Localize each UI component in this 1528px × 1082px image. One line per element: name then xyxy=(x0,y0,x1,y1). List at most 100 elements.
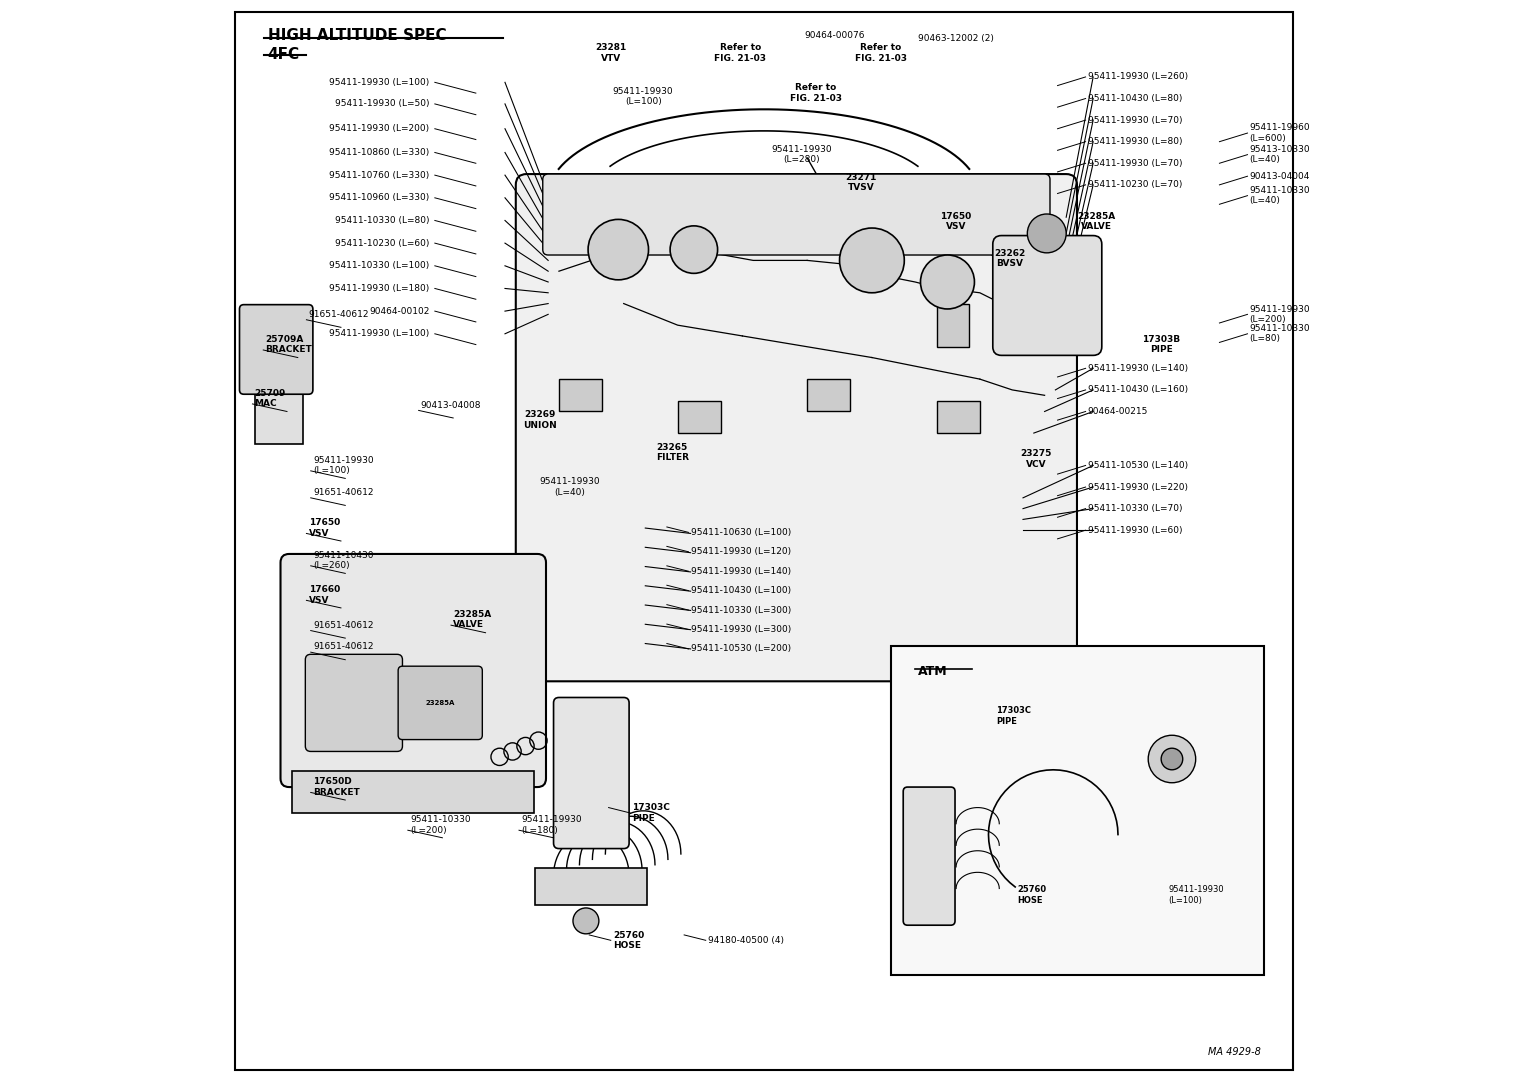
Text: 91651-40612: 91651-40612 xyxy=(313,643,373,651)
Text: 95411-10330 (L=80): 95411-10330 (L=80) xyxy=(335,216,429,225)
Text: 95411-10330
(L=80): 95411-10330 (L=80) xyxy=(1250,325,1311,343)
Text: 95411-19930 (L=70): 95411-19930 (L=70) xyxy=(1088,116,1183,124)
Text: 95411-19930 (L=220): 95411-19930 (L=220) xyxy=(1088,483,1187,491)
Text: 23271
TVSV: 23271 TVSV xyxy=(845,173,877,193)
Text: 94180-40500 (4): 94180-40500 (4) xyxy=(707,936,784,945)
Circle shape xyxy=(839,228,905,293)
Text: 95411-19960
(L=600): 95411-19960 (L=600) xyxy=(1250,123,1311,143)
Text: 23285A: 23285A xyxy=(425,700,455,705)
Text: Refer to
FIG. 21-03: Refer to FIG. 21-03 xyxy=(854,43,906,63)
Text: 23285A
VALVE: 23285A VALVE xyxy=(1077,212,1115,232)
Circle shape xyxy=(573,908,599,934)
Text: 95411-19930 (L=60): 95411-19930 (L=60) xyxy=(1088,526,1183,535)
Text: 95411-19930
(L=180): 95411-19930 (L=180) xyxy=(521,815,582,834)
FancyBboxPatch shape xyxy=(292,770,535,813)
Text: 91651-40612: 91651-40612 xyxy=(313,488,373,497)
Text: 95411-19930 (L=300): 95411-19930 (L=300) xyxy=(691,625,792,634)
Text: Refer to
FIG. 21-03: Refer to FIG. 21-03 xyxy=(790,83,842,103)
FancyBboxPatch shape xyxy=(535,868,648,905)
Bar xyxy=(891,646,1264,975)
Text: 90464-00102: 90464-00102 xyxy=(370,306,429,316)
Text: 95411-19930 (L=100): 95411-19930 (L=100) xyxy=(329,329,429,339)
Text: 23265
FILTER: 23265 FILTER xyxy=(656,443,689,462)
Text: 17303C
PIPE: 17303C PIPE xyxy=(633,803,671,822)
Text: 90464-00076: 90464-00076 xyxy=(804,31,865,40)
Bar xyxy=(559,379,602,411)
Text: 95411-19930
(L=200): 95411-19930 (L=200) xyxy=(1250,305,1311,325)
Text: 95411-10430 (L=160): 95411-10430 (L=160) xyxy=(1088,385,1187,395)
Text: 95411-10760 (L=330): 95411-10760 (L=330) xyxy=(329,171,429,180)
Text: 95411-19930
(L=100): 95411-19930 (L=100) xyxy=(313,456,373,475)
Text: 95411-10530 (L=140): 95411-10530 (L=140) xyxy=(1088,461,1187,470)
Text: 95411-19930 (L=200): 95411-19930 (L=200) xyxy=(330,124,429,133)
Text: 17303C
PIPE: 17303C PIPE xyxy=(996,707,1031,726)
Text: 95411-19930 (L=100): 95411-19930 (L=100) xyxy=(329,78,429,87)
Text: 23285A
VALVE: 23285A VALVE xyxy=(454,610,492,630)
Text: 23262
BVSV: 23262 BVSV xyxy=(995,249,1025,268)
Bar xyxy=(255,379,303,444)
Circle shape xyxy=(588,220,648,280)
Text: 25709
MAC: 25709 MAC xyxy=(255,388,286,408)
Text: 90463-12002 (2): 90463-12002 (2) xyxy=(918,34,995,42)
Text: 95411-19930 (L=140): 95411-19930 (L=140) xyxy=(1088,364,1187,373)
Bar xyxy=(937,304,969,346)
Circle shape xyxy=(1027,214,1067,253)
Text: HIGH ALTITUDE SPEC: HIGH ALTITUDE SPEC xyxy=(267,28,446,43)
Text: 95411-10960 (L=330): 95411-10960 (L=330) xyxy=(329,194,429,202)
Text: 90464-00215: 90464-00215 xyxy=(1088,407,1148,415)
Text: 17650
VSV: 17650 VSV xyxy=(309,518,339,538)
Text: 95411-19930 (L=120): 95411-19930 (L=120) xyxy=(691,547,790,556)
Text: 25709A
BRACKET: 25709A BRACKET xyxy=(266,335,312,354)
Text: 95411-10430
(L=260): 95411-10430 (L=260) xyxy=(313,551,373,570)
Text: 23275
VCV: 23275 VCV xyxy=(1021,449,1051,469)
Text: 95411-10230 (L=60): 95411-10230 (L=60) xyxy=(335,239,429,248)
Text: 91651-40612: 91651-40612 xyxy=(309,309,370,319)
Text: ATM: ATM xyxy=(918,665,947,678)
Circle shape xyxy=(920,255,975,309)
Text: 95411-19930
(L=280): 95411-19930 (L=280) xyxy=(772,145,833,164)
Text: 95411-10860 (L=330): 95411-10860 (L=330) xyxy=(329,148,429,157)
Bar xyxy=(677,400,721,433)
FancyBboxPatch shape xyxy=(399,667,483,740)
Text: 95411-19930 (L=180): 95411-19930 (L=180) xyxy=(329,283,429,293)
Text: 95411-10430 (L=100): 95411-10430 (L=100) xyxy=(691,586,790,595)
Bar xyxy=(937,400,979,433)
Text: 95411-19930
(L=100): 95411-19930 (L=100) xyxy=(1169,885,1224,905)
Text: 95411-10330
(L=40): 95411-10330 (L=40) xyxy=(1250,186,1311,206)
FancyBboxPatch shape xyxy=(542,174,1050,255)
Text: 95411-10330 (L=100): 95411-10330 (L=100) xyxy=(329,261,429,270)
Text: 95411-19930
(L=40): 95411-19930 (L=40) xyxy=(539,477,601,497)
Text: 17303B
PIPE: 17303B PIPE xyxy=(1141,335,1180,354)
FancyBboxPatch shape xyxy=(993,236,1102,355)
Circle shape xyxy=(1161,749,1183,769)
Text: 95411-10330 (L=70): 95411-10330 (L=70) xyxy=(1088,504,1183,513)
Text: 23281
VTV: 23281 VTV xyxy=(594,43,626,63)
Text: Refer to
FIG. 21-03: Refer to FIG. 21-03 xyxy=(714,43,766,63)
Text: 95411-10530 (L=200): 95411-10530 (L=200) xyxy=(691,645,790,654)
Text: 95411-19930 (L=260): 95411-19930 (L=260) xyxy=(1088,72,1187,81)
Text: 17660
VSV: 17660 VSV xyxy=(309,585,339,605)
FancyBboxPatch shape xyxy=(903,787,955,925)
Text: 90413-04004: 90413-04004 xyxy=(1250,172,1309,181)
FancyBboxPatch shape xyxy=(306,655,402,751)
Text: 4FC: 4FC xyxy=(267,47,299,62)
Text: 95411-10330 (L=300): 95411-10330 (L=300) xyxy=(691,606,792,615)
Text: 95411-10630 (L=100): 95411-10630 (L=100) xyxy=(691,528,792,537)
Text: 91651-40612: 91651-40612 xyxy=(313,621,373,630)
Text: 17650
VSV: 17650 VSV xyxy=(940,212,972,232)
Text: 25760
HOSE: 25760 HOSE xyxy=(613,931,645,950)
Text: 17650D
BRACKET: 17650D BRACKET xyxy=(313,777,359,796)
Text: 95411-10430 (L=80): 95411-10430 (L=80) xyxy=(1088,94,1183,103)
Text: 95411-19930 (L=50): 95411-19930 (L=50) xyxy=(335,100,429,108)
Text: 95411-19930 (L=80): 95411-19930 (L=80) xyxy=(1088,137,1183,146)
Text: 25760
HOSE: 25760 HOSE xyxy=(1018,885,1047,905)
Circle shape xyxy=(1148,736,1196,782)
FancyBboxPatch shape xyxy=(240,305,313,394)
Text: 95411-19930 (L=140): 95411-19930 (L=140) xyxy=(691,567,790,576)
FancyBboxPatch shape xyxy=(281,554,545,787)
Bar xyxy=(807,379,851,411)
Text: 95411-19930 (L=70): 95411-19930 (L=70) xyxy=(1088,159,1183,168)
Text: 90413-04008: 90413-04008 xyxy=(420,400,481,409)
Text: 95411-19930
(L=100): 95411-19930 (L=100) xyxy=(613,87,674,106)
Text: MA 4929-8: MA 4929-8 xyxy=(1207,1047,1261,1057)
